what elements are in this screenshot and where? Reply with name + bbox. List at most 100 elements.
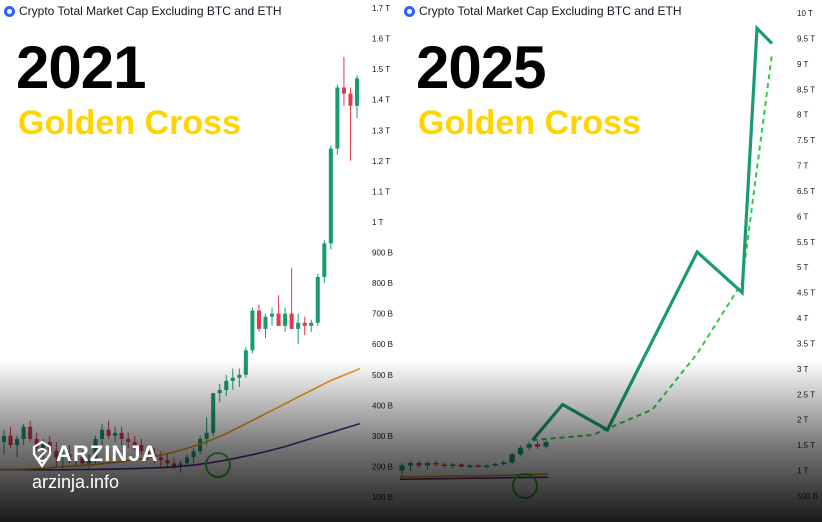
y-tick-label: 2 T [797,416,809,425]
candle-body [348,93,353,106]
y-tick-label: 1.2 T [372,157,390,166]
y-tick-label: 900 B [372,249,393,258]
x-tick-label: Jul [591,507,601,516]
y-tick-label: 9.5 T [797,34,815,43]
y-tick-label: 1 T [797,467,809,476]
candle [283,307,288,332]
tradingview-logo-icon [4,5,15,17]
candle-body [315,276,320,323]
candle-body [509,454,515,463]
slow-moving-average-line [399,476,549,480]
candle-body [224,380,229,391]
y-tick-label: 10 T [797,9,813,18]
candle [106,420,111,439]
candle [217,383,222,403]
candle [191,448,196,464]
projected-price-path-line [531,24,774,442]
candle [467,463,473,469]
y-tick-label: 200 B [372,462,393,471]
y-tick-label: 1.1 T [372,187,390,196]
x-tick-label: Jul [113,507,123,516]
candle [416,460,422,469]
candle [8,426,13,449]
candle [335,84,340,155]
candle [543,440,549,449]
candle-body [256,310,261,329]
left-golden-cross-label: Golden Cross [18,104,241,142]
candle [399,462,405,476]
candle [492,462,498,467]
candle [269,307,275,326]
candle [237,368,242,387]
candle-body [416,462,422,466]
candle-body [165,460,170,464]
candle-body [100,429,105,439]
y-tick-label: 600 B [372,340,393,349]
y-tick-label: 1.4 T [372,96,390,105]
candle [458,462,464,468]
candle [256,304,261,332]
right-title-text: Crypto Total Market Cap Excluding BTC an… [419,4,682,18]
candle-body [475,465,481,467]
panel-divider [362,0,396,522]
x-tick-label: 2021 [181,507,199,516]
brand-url: arzinja.info [32,472,120,492]
y-tick-label: 2.5 T [797,390,815,399]
candle-body [302,322,307,326]
y-tick-label: 3 T [797,365,809,374]
y-tick-label: 4 T [797,314,809,323]
x-tick-label: Jul [411,507,421,516]
candle-body [450,464,456,467]
candle-body [1,435,7,442]
candle [296,313,301,345]
y-tick-label: 700 B [372,310,393,319]
y-tick-label: 3.5 T [797,339,815,348]
candle-body [458,464,464,467]
candle [322,240,327,284]
tradingview-logo-icon [404,5,415,17]
left-title-text: Crypto Total Market Cap Excluding BTC an… [19,4,282,18]
projected-dashed-trend-line [532,53,773,442]
candle [302,316,307,336]
candle-body [309,322,314,326]
y-tick-label: 4.5 T [797,289,815,298]
candle [517,445,524,457]
candle-body [467,465,473,467]
candle-body [335,87,340,149]
y-tick-label: 1.3 T [372,126,390,135]
candle-body [185,457,190,464]
y-tick-label: 1.5 T [372,65,390,74]
candle-body [237,374,242,378]
candle [315,273,320,326]
candle [250,307,255,354]
candle-body [441,464,447,467]
candle-body [250,310,255,351]
y-tick-label: 500 B [372,371,393,380]
candle [407,460,414,471]
candle-body [526,444,532,448]
candle [354,75,360,119]
candle-body [341,87,346,94]
candle [484,464,490,469]
y-tick-label: 100 B [372,493,393,502]
y-tick-label: 500 B [797,492,818,501]
y-tick-label: 7 T [797,162,809,171]
candle-body [407,462,414,466]
candle-body [484,465,490,467]
candle [224,374,229,397]
candle-body [517,447,524,455]
golden-cross-highlight-circle [205,452,231,478]
candle [450,462,456,469]
candle-body [322,243,327,277]
x-tick-label: Jul [767,507,777,516]
candle-body [191,451,196,458]
y-tick-label: 300 B [372,432,393,441]
x-tick-label: 2026 [675,507,693,516]
candle [348,87,353,161]
left-year-heading: 2021 [16,34,146,101]
left-chart-title: Crypto Total Market Cap Excluding BTC an… [4,4,282,18]
right-chart-title: Crypto Total Market Cap Excluding BTC an… [404,4,682,18]
candle-body [354,78,360,106]
candle-body [276,313,281,326]
